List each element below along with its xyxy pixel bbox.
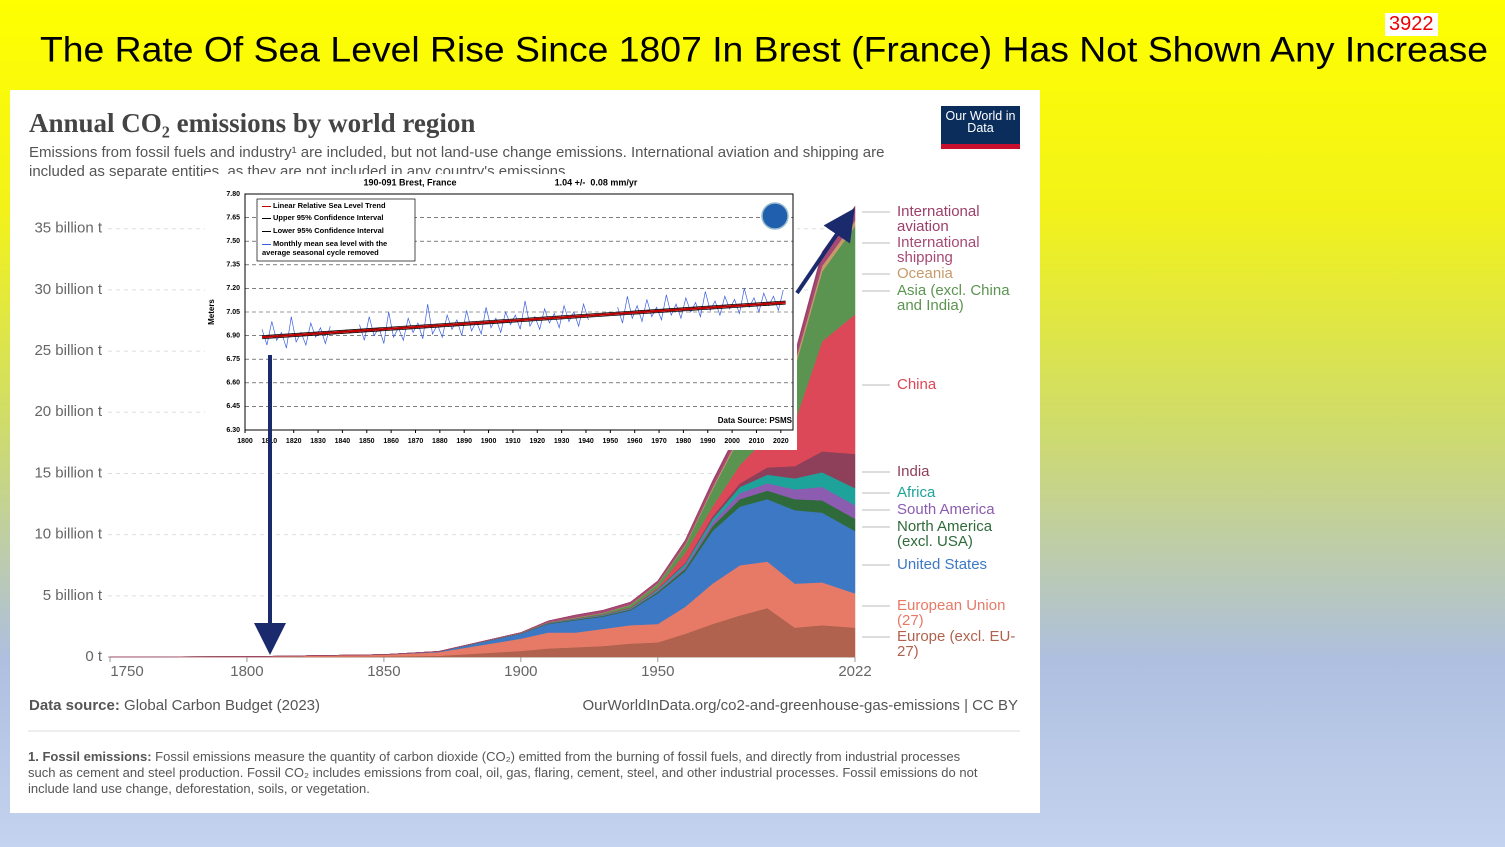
legend-entry: International aviation	[897, 203, 980, 235]
arrow	[795, 208, 855, 295]
y-tick-label: 6.30	[226, 427, 240, 434]
legend-frame	[256, 198, 416, 262]
y-tick-label: 6.75	[226, 356, 240, 363]
y-tick-label: 7.50	[226, 238, 240, 245]
footnote-text: Fossil emissions measure the quantity of…	[28, 749, 978, 796]
footnote: 1. Fossil emissions: Fossil emissions me…	[28, 749, 988, 797]
y-tick-label: 6.60	[226, 380, 240, 387]
x-tick-label: 1880	[432, 438, 448, 445]
inset-subtitle: 1.04 +/- 0.08 mm/yr	[555, 177, 638, 187]
y-axis-label: Meters	[207, 299, 216, 325]
legend-entry: India	[897, 463, 930, 480]
noaa-logo	[761, 202, 789, 230]
x-tick-label: 1840	[335, 438, 351, 445]
y-tick-label: 7.65	[226, 214, 240, 221]
legend-entry: North America (excl. USA)	[897, 518, 993, 550]
legend-entry: Africa	[897, 484, 936, 501]
co2-chart: 0 t 5 billion t 10 billion t 15 billion t 20…	[34, 205, 890, 680]
source-url: OurWorldInData.org/co2-and-greenhouse-ga…	[582, 697, 1018, 714]
legend-label: Lower 95% Confidence Interval	[273, 226, 384, 235]
x-tick-label: 1980	[676, 438, 692, 445]
line	[261, 301, 786, 339]
x-tick-label: 1820	[286, 438, 302, 445]
chart-title: Annual CO₂ emissions by world region	[29, 108, 475, 138]
data-source: Data Source: PSMS	[718, 416, 793, 425]
x-tick-label: 1960	[627, 438, 643, 445]
x-tick-label: 1920	[529, 438, 545, 445]
x-tick-label: 1890	[456, 438, 472, 445]
y-tick-label: 7.80	[226, 191, 240, 198]
legend-swatch	[262, 243, 271, 245]
legend-label: Monthly mean sea level with the average …	[262, 239, 388, 257]
x-tick-label: 1940	[578, 438, 594, 445]
legend-swatch	[262, 230, 271, 232]
slide-title: The Rate Of Sea Level Rise Since 1807 In…	[40, 30, 1488, 69]
legend-label: Linear Relative Sea Level Trend	[273, 201, 386, 210]
arrows	[254, 208, 855, 655]
y-tick-label: 15 billion t	[34, 464, 102, 481]
x-tick-label: 1800	[230, 663, 263, 680]
x-tick-label: 1830	[310, 438, 326, 445]
sea-level-chart: 190-091 Brest, France 1.04 +/- 0.08 mm/yr…	[205, 174, 797, 450]
y-tick-label: 7.05	[226, 309, 240, 316]
x-tick-label: 1950	[603, 438, 619, 445]
x-tick-label: 2020	[773, 438, 789, 445]
inset-legend-entry: Upper 95% Confidence Interval	[262, 213, 414, 222]
legend-entry: European Union (27)	[897, 597, 1006, 629]
source-label: Data source:	[29, 697, 120, 714]
y-tick-label: 7.20	[226, 285, 240, 292]
x-tick-label: 1970	[651, 438, 667, 445]
y-tick-label: 20 billion t	[34, 403, 102, 420]
y-tick-label: 6.90	[226, 332, 240, 339]
source: Data source: Global Carbon Budget (2023)	[29, 697, 320, 714]
line	[262, 303, 786, 340]
x-tick-label: 1850	[367, 663, 400, 680]
x-tick-label: 1900	[481, 438, 497, 445]
logo: Our World in Data	[941, 106, 1020, 149]
legend-entry: Oceania	[897, 265, 953, 282]
x-tick-label: 1860	[383, 438, 399, 445]
source-text: Global Carbon Budget (2023)	[124, 697, 321, 714]
legend-entry: Europe (excl. EU-27)	[897, 628, 1016, 660]
legend-entry: International shipping	[897, 234, 980, 266]
x-tick-label: 1910	[505, 438, 521, 445]
inset-legend-entry: Monthly mean sea level with the average …	[262, 239, 414, 257]
x-tick-label: 1800	[237, 438, 253, 445]
legend-entry: China	[897, 376, 937, 393]
legend-label: Upper 95% Confidence Interval	[273, 213, 384, 222]
slide-number: 3922	[1385, 13, 1438, 36]
y-tick-label: 35 billion t	[34, 220, 102, 237]
y-tick-label: 30 billion t	[34, 281, 102, 298]
y-tick-label: 6.45	[226, 403, 240, 410]
x-tick-label: 1750	[110, 663, 143, 680]
x-tick-label: 1950	[641, 663, 674, 680]
y-tick-label: 25 billion t	[34, 342, 102, 359]
x-tick-label: 1870	[408, 438, 424, 445]
plot-frame	[244, 193, 794, 431]
inset-title: 190-091 Brest, France	[363, 177, 456, 187]
inset-legend-entry: Linear Relative Sea Level Trend	[262, 201, 414, 210]
x-tick-label: 2000	[724, 438, 740, 445]
footnote-label: 1. Fossil emissions:	[28, 749, 152, 764]
inset-legend-entry: Lower 95% Confidence Interval	[262, 226, 414, 235]
y-tick-label: 0 t	[85, 648, 103, 665]
x-tick-label: 1900	[504, 663, 537, 680]
y-tick-label: 7.35	[226, 262, 240, 269]
x-tick-label: 1930	[554, 438, 570, 445]
area	[109, 205, 856, 658]
y-tick-label: 10 billion t	[34, 526, 102, 543]
x-tick-label: 1850	[359, 438, 375, 445]
legend-entry: Asia (excl. China and India)	[897, 282, 1010, 314]
x-tick-label: 1990	[700, 438, 716, 445]
legend-swatch	[262, 205, 271, 207]
y-tick-label: 5 billion t	[43, 587, 103, 604]
x-tick-label: 2022	[838, 663, 871, 680]
legend-entry: United States	[897, 556, 988, 573]
x-tick-label: 2010	[749, 438, 765, 445]
line	[262, 300, 786, 336]
legend-entry: South America	[897, 501, 995, 518]
legend-swatch	[262, 217, 271, 219]
